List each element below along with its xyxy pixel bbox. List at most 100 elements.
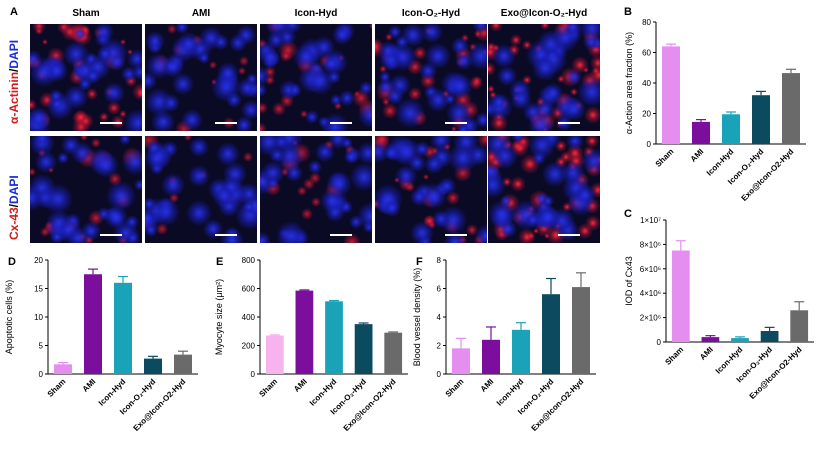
y-tick-label: 2: [437, 342, 442, 351]
chart-f-blood-vessel-density: 0 2 4 6 8 Blood vessel density (%) Sham AMI Icon…: [412, 256, 596, 433]
x-tick-label: AMI: [479, 377, 496, 394]
row-label-separator: /: [7, 68, 21, 72]
micrograph-image: [260, 24, 372, 131]
micrograph-image: [30, 24, 142, 131]
y-tick-label: 200: [242, 342, 256, 351]
panel-letter-d: D: [8, 256, 16, 268]
row-label-counterstain: DAPI: [7, 39, 21, 69]
bar-0: [452, 348, 470, 374]
y-tick-label: 0: [251, 370, 256, 379]
bar-1: [482, 339, 500, 374]
y-tick-label: 40: [642, 79, 651, 88]
bar-0: [265, 335, 284, 374]
scale-bar: [100, 122, 122, 124]
x-tick-label: Icon-Hyd: [714, 345, 745, 376]
micrograph-image: [145, 24, 257, 131]
row-label-cx43: Cx-43/DAPI: [7, 175, 21, 240]
row-label-marker: Cx-43: [7, 207, 21, 240]
panel-letter-e: E: [216, 256, 224, 268]
column-label-icon-hyd: Icon-Hyd: [294, 8, 338, 19]
row-label-counterstain: DAPI: [7, 175, 21, 204]
scale-bar: [445, 234, 467, 236]
scale-bar: [558, 122, 580, 124]
x-tick-label: Sham: [444, 377, 466, 399]
x-tick-label: Sham: [257, 377, 279, 399]
y-tick-label: 6×10⁶: [640, 265, 661, 274]
micrograph-image: [375, 24, 487, 131]
y-tick-label: 80: [642, 18, 651, 27]
chart-b-alpha-actinin: 0 20 40 60 80 α-Action area fraction (%) Sham A…: [624, 18, 806, 203]
bar-0: [54, 364, 72, 374]
chart-e-myocyte-size: 0 200 400 600 800 Myocyte size (μm²) Sham AMI Ic…: [214, 256, 408, 433]
y-tick-label: 0: [657, 338, 662, 347]
y-axis-label: Blood vessel density (%): [412, 268, 422, 367]
y-tick-label: 60: [642, 49, 651, 58]
y-tick-label: 1×10⁷: [640, 216, 661, 225]
x-tick-label: Icon-Hyd: [308, 377, 339, 408]
bar-2: [722, 114, 740, 144]
x-tick-label: AMI: [689, 147, 706, 164]
bar-0: [662, 46, 680, 144]
x-tick-label: Exo@Icon-O2-Hyd: [132, 377, 188, 433]
scale-bar: [215, 234, 237, 236]
y-tick-label: 400: [242, 313, 256, 322]
column-label-icon-o2-hyd: Icon-O₂-Hyd: [401, 8, 461, 19]
bar-4: [384, 332, 403, 374]
panel-letter-f: F: [416, 256, 423, 268]
bar-3: [144, 358, 162, 374]
scale-bar: [445, 122, 467, 124]
y-tick-label: 10: [34, 313, 43, 322]
bar-0: [671, 250, 690, 342]
y-tick-label: 0: [647, 140, 652, 149]
y-tick-label: 800: [242, 256, 256, 265]
micrograph-image: [145, 136, 257, 243]
bar-1: [692, 121, 710, 144]
x-tick-label: Exo@Icon-O2-Hyd: [740, 147, 796, 203]
x-tick-label: Icon-Hyd: [705, 147, 736, 178]
y-axis-label: Apoptotic cells (%): [4, 280, 14, 355]
x-tick-label: AMI: [292, 377, 309, 394]
bar-4: [174, 354, 192, 374]
bar-2: [114, 282, 132, 374]
bar-2: [325, 301, 343, 374]
bar-4: [790, 310, 809, 342]
y-axis-label: IOD of Cx43: [624, 256, 634, 306]
micrograph-image: [30, 136, 142, 243]
y-axis-label: Myocyte size (μm²): [214, 279, 224, 355]
column-label-ami: AMI: [191, 8, 211, 19]
scale-bar: [100, 234, 122, 236]
y-axis-label: α-Action area fraction (%): [624, 32, 634, 134]
y-tick-label: 4×10⁶: [640, 289, 661, 298]
bar-4: [572, 287, 590, 374]
row-label-alpha-actinin: α-Actinin/DAPI: [7, 40, 21, 124]
x-tick-label: Exo@Icon-O2-Hyd: [342, 377, 398, 433]
x-tick-label: Sham: [654, 147, 676, 169]
x-tick-label: Exo@Icon-O2-Hyd: [530, 377, 586, 433]
bar-3: [542, 294, 560, 374]
scale-bar: [215, 122, 237, 124]
bar-1: [295, 290, 314, 374]
x-tick-label: Exo@Icon-O2-Hyd: [748, 345, 804, 401]
y-tick-label: 20: [34, 256, 43, 265]
column-label-sham: Sham: [72, 8, 100, 19]
y-tick-label: 8×10⁶: [640, 240, 661, 249]
y-tick-label: 8: [437, 256, 442, 265]
bar-3: [760, 331, 779, 342]
row-label-separator: /: [7, 203, 21, 208]
scale-bar: [330, 234, 352, 236]
x-tick-label: AMI: [81, 377, 98, 394]
bar-3: [752, 95, 770, 144]
x-tick-label: Icon-Hyd: [97, 377, 128, 408]
micrograph-image: [260, 136, 372, 243]
x-tick-label: Sham: [663, 345, 685, 367]
x-tick-label: Sham: [46, 377, 68, 399]
scale-bar: [330, 122, 352, 124]
micrograph-image: [488, 24, 600, 131]
bar-1: [701, 337, 720, 342]
bar-2: [512, 329, 530, 374]
chart-d-apoptotic-cells: 0 5 10 15 20 Apoptotic cells (%) Sham AMI Icon-H…: [4, 256, 198, 433]
y-tick-label: 15: [34, 285, 43, 294]
bar-3: [354, 324, 373, 374]
x-tick-label: Icon-Hyd: [495, 377, 526, 408]
chart-c-iod-cx43: 0 2×10⁶ 4×10⁶ 6×10⁶ 8×10⁶ 1×10⁷ IOD of Cx43 Sha…: [624, 216, 814, 401]
